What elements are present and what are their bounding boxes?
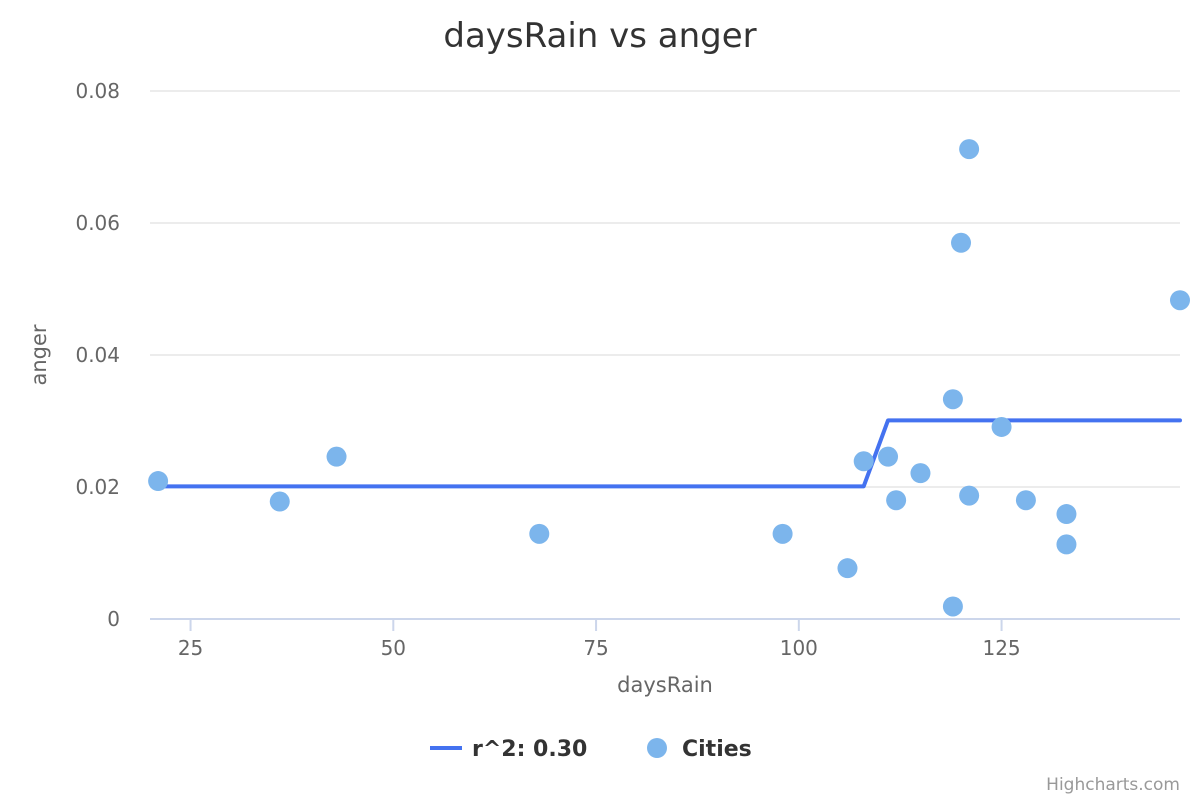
scatter-point[interactable] [1056, 534, 1077, 555]
scatter-point[interactable] [269, 491, 290, 512]
legend-label-cities: Cities [682, 737, 752, 762]
x-tick-label: 100 [780, 636, 818, 660]
scatter-point[interactable] [910, 463, 931, 484]
legend-item-cities[interactable]: Cities [647, 737, 752, 762]
scatter-point[interactable] [886, 490, 907, 511]
scatter-point[interactable] [1170, 290, 1190, 311]
x-tick-label: 25 [178, 636, 203, 660]
scatter-point[interactable] [853, 451, 874, 472]
scatter-point[interactable] [837, 558, 858, 579]
scatter-point[interactable] [942, 596, 963, 617]
chart-title: daysRain vs anger [443, 16, 756, 56]
trendline-path[interactable] [156, 418, 1182, 489]
y-axis-tick-labels: 0 0.02 0.04 0.06 0.08 [75, 79, 120, 631]
y-tick-label: 0.02 [75, 475, 120, 499]
y-tick-label: 0.04 [75, 343, 120, 367]
legend: r^2: 0.30 Cities [430, 737, 752, 762]
legend-item-trendline[interactable]: r^2: 0.30 [430, 737, 587, 762]
x-tick-label: 125 [982, 636, 1020, 660]
series-scatter-group [148, 139, 1190, 617]
scatter-point[interactable] [326, 446, 347, 467]
scatter-point[interactable] [1056, 504, 1077, 525]
scatter-point[interactable] [772, 523, 793, 544]
scatter-point[interactable] [1015, 490, 1036, 511]
scatter-point[interactable] [148, 471, 169, 492]
y-tick-label: 0 [107, 607, 120, 631]
x-axis-title: daysRain [617, 673, 713, 697]
scatter-point[interactable] [991, 416, 1012, 437]
x-axis-tick-labels: 25 50 75 100 125 [178, 636, 1021, 660]
credits-link[interactable]: Highcharts.com [1046, 775, 1180, 795]
axes [150, 618, 1180, 631]
scatter-point[interactable] [942, 389, 963, 410]
y-tick-label: 0.08 [75, 79, 120, 103]
legend-label-trendline: r^2: 0.30 [472, 737, 587, 762]
x-tick-label: 75 [583, 636, 608, 660]
y-axis-title: anger [27, 324, 51, 385]
x-tick-label: 50 [381, 636, 406, 660]
scatter-point[interactable] [529, 523, 550, 544]
scatter-point[interactable] [951, 232, 972, 253]
y-tick-label: 0.06 [75, 211, 120, 235]
scatter-point[interactable] [959, 139, 980, 160]
scatter-point[interactable] [959, 485, 980, 506]
legend-marker-symbol [647, 738, 667, 758]
series-line-group [156, 418, 1182, 489]
scatter-point[interactable] [878, 446, 899, 467]
